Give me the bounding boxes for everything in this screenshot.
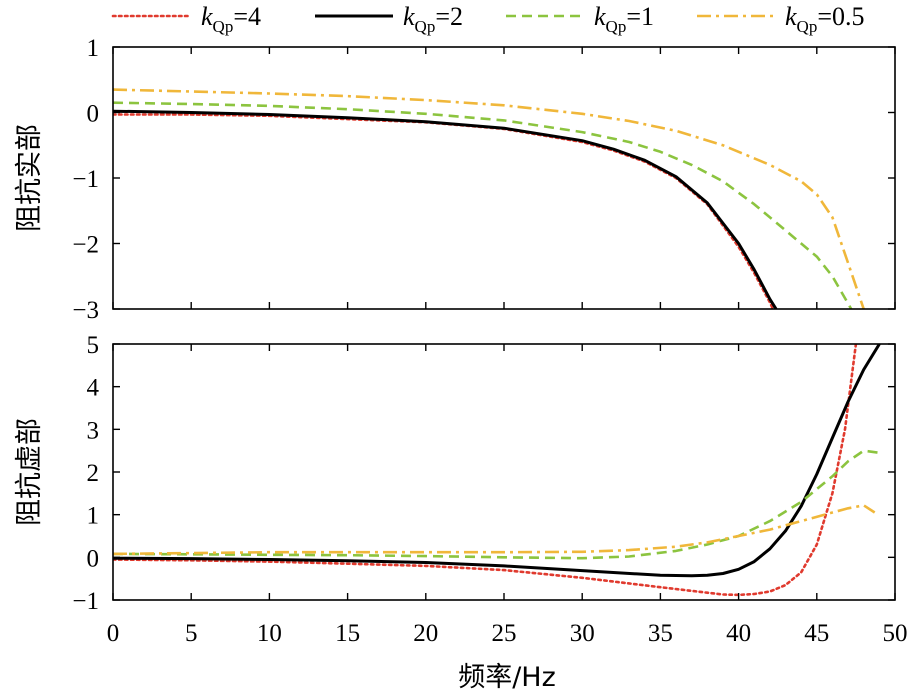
y-tick-label: 2	[87, 460, 100, 487]
series-line-kqp-0.5	[113, 504, 876, 556]
y-tick-label: −3	[72, 297, 99, 324]
y-axis-title: 阻抗实部	[14, 124, 45, 232]
legend: kQp=4 kQp=2 kQp=1 kQp=0.5	[111, 2, 865, 36]
legend-label-kqp-2: kQp=2	[403, 2, 463, 36]
y-axis-title: 阻抗虚部	[14, 418, 45, 526]
legend-label-kqp-1: kQp=1	[594, 2, 654, 36]
x-tick-label: 10	[257, 620, 282, 647]
x-tick-label: 35	[648, 620, 673, 647]
series-group	[113, 344, 881, 597]
x-axis-title: 频率/Hz	[458, 662, 556, 693]
series-line-kqp-0.5	[113, 88, 865, 309]
y-tick-label: −1	[72, 166, 99, 193]
legend-label-kqp-0.5: kQp=0.5	[785, 2, 865, 36]
series-line-kqp-2	[113, 344, 881, 578]
y-tick-label: 4	[87, 375, 100, 402]
series-group	[113, 88, 865, 309]
legend-label-kqp-4: kQp=4	[201, 2, 261, 36]
y-tick-label: −2	[72, 232, 99, 259]
series-line-kqp-1	[113, 449, 880, 560]
series-line-kqp-1	[113, 101, 853, 309]
upper-panel: 1 0 −1 −2 −3 阻抗实部	[14, 35, 896, 324]
x-tick-label: 50	[883, 620, 908, 647]
y-tick-label: 0	[87, 101, 100, 128]
x-tick-label: 25	[492, 620, 517, 647]
y-tick-label: 5	[87, 332, 100, 359]
y-tick-label: −1	[72, 588, 99, 615]
x-tick-label: 15	[335, 620, 360, 647]
series-line-kqp-4	[113, 344, 858, 597]
plot-frame	[112, 46, 896, 310]
series-line-kqp-2	[113, 109, 778, 309]
y-tick-label: 0	[87, 545, 100, 572]
y-tick-label: 1	[87, 35, 100, 62]
series-line-kqp-4	[113, 113, 775, 309]
x-tick-label: 0	[107, 620, 120, 647]
y-tick-label: 3	[87, 417, 100, 444]
y-tick-label: 1	[87, 503, 100, 530]
x-tick-label: 5	[185, 620, 198, 647]
x-tick-label: 40	[726, 620, 751, 647]
x-tick-label: 30	[570, 620, 595, 647]
x-tick-label: 45	[804, 620, 829, 647]
x-tick-label: 20	[413, 620, 438, 647]
